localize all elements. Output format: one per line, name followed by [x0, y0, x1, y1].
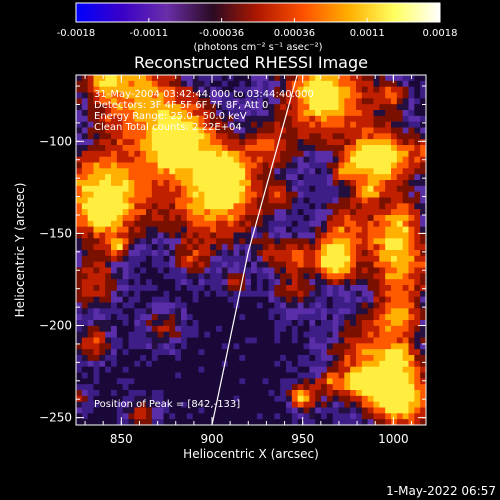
colorbar-tick-label: -0.00036 [199, 28, 244, 39]
info-detectors: Detectors: 3F 4F 5F 6F 7F 8F, Att 0 [94, 100, 268, 111]
colorbar-unit-label: (photons cm⁻² s⁻¹ asec⁻²) [193, 42, 322, 53]
peak-position: Position of Peak = [842,-133] [94, 399, 240, 410]
colorbar-tick-label: -0.0011 [129, 28, 168, 39]
info-energy: Energy Range: 25.0 - 50.0 keV [94, 111, 247, 122]
colorbar [75, 2, 441, 23]
colorbar-tick-label: 0.0018 [423, 28, 458, 39]
x-axis-label: Heliocentric X (arcsec) [183, 447, 319, 461]
colorbar-tick-label: 0.0011 [350, 28, 385, 39]
colorbar-tick-label: 0.00036 [274, 28, 315, 39]
y-tick-label: −100 [39, 134, 72, 148]
timestamp: 1-May-2022 06:57 [386, 484, 496, 498]
image-area [76, 75, 426, 425]
colorbar-ticks: -0.0018 -0.0011 -0.00036 0.00036 0.0011 0.001… [57, 18, 458, 39]
info-clean: Clean Total counts: 2.22E+04 [94, 122, 242, 133]
colorbar-tick-label: -0.0018 [57, 28, 96, 39]
x-tick-label: 900 [201, 432, 224, 446]
emission-map [76, 75, 426, 425]
x-tick-label: 850 [110, 432, 133, 446]
y-tick-label: −250 [39, 411, 72, 425]
x-tick-label: 950 [291, 432, 314, 446]
image-title: Reconstructed RHESSI Image [134, 53, 368, 72]
axes: 850 900 950 1000 −100 −150 −200 −250 [39, 75, 426, 446]
y-tick-label: −200 [39, 319, 72, 333]
info-time: 31-May-2004 03:42:44.000 to 03:44:40.000 [94, 89, 314, 100]
x-tick-label: 1000 [378, 432, 409, 446]
plot-frame [75, 74, 427, 426]
y-tick-label: −150 [39, 226, 72, 240]
y-axis-label: Heliocentric Y (arcsec) [13, 183, 27, 318]
solar-limb-line [211, 75, 298, 425]
